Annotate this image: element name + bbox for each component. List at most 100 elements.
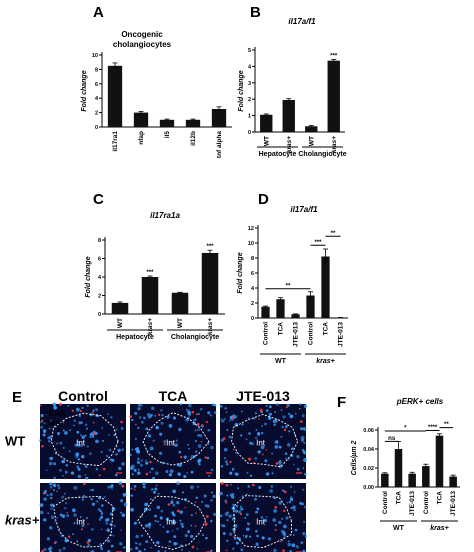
dapi-nucleus <box>87 543 90 547</box>
chart-d-y-tick-label: 0 <box>251 316 254 322</box>
dapi-nucleus <box>241 495 244 498</box>
micrograph-background <box>130 483 216 552</box>
dapi-nucleus <box>108 434 110 436</box>
dapi-nucleus <box>228 419 231 422</box>
dapi-nucleus <box>56 431 61 436</box>
perk-signal <box>225 483 229 487</box>
dapi-nucleus <box>134 411 138 415</box>
chart-c-y-tick-label: 0 <box>98 312 101 318</box>
dapi-nucleus <box>224 499 227 502</box>
dapi-nucleus <box>52 489 56 492</box>
dapi-nucleus <box>137 457 140 460</box>
dapi-nucleus <box>64 538 68 543</box>
dapi-nucleus <box>143 416 146 420</box>
dapi-nucleus <box>43 497 47 501</box>
dapi-nucleus <box>240 548 244 552</box>
perk-signal <box>161 518 163 520</box>
dapi-nucleus <box>61 495 65 499</box>
chart-d-significance: ** <box>331 231 336 237</box>
perk-signal <box>251 483 255 487</box>
chart-a-subtitle: cholangiocytes <box>113 40 172 49</box>
dapi-nucleus <box>140 459 144 462</box>
region-label: Int <box>256 438 266 447</box>
dapi-nucleus <box>172 513 176 517</box>
perk-signal <box>231 416 235 420</box>
dapi-nucleus <box>53 521 56 524</box>
dapi-nucleus <box>122 492 127 497</box>
chart-a-y-tick-label: 4 <box>95 96 99 102</box>
dapi-nucleus <box>226 494 229 497</box>
dapi-nucleus <box>288 500 292 504</box>
dapi-nucleus <box>303 472 307 476</box>
micrograph-1-2: Int <box>219 482 308 552</box>
dapi-nucleus <box>85 476 89 480</box>
dapi-nucleus <box>113 524 116 527</box>
dapi-nucleus <box>261 431 264 435</box>
dapi-nucleus <box>80 434 82 436</box>
dapi-nucleus <box>81 524 85 528</box>
chart-f-group-label: kras+ <box>430 525 449 532</box>
dapi-nucleus <box>130 494 133 497</box>
dapi-nucleus <box>179 403 182 406</box>
dapi-nucleus <box>116 445 118 448</box>
dapi-nucleus <box>157 520 159 523</box>
dapi-nucleus <box>145 427 149 431</box>
dapi-nucleus <box>180 522 184 526</box>
dapi-nucleus <box>76 465 80 469</box>
perk-signal <box>206 515 209 518</box>
dapi-nucleus <box>145 459 147 462</box>
dapi-nucleus <box>50 456 53 460</box>
dapi-nucleus <box>293 506 296 509</box>
dapi-nucleus <box>89 489 92 491</box>
dapi-nucleus <box>286 501 289 504</box>
dapi-nucleus <box>92 410 95 413</box>
dapi-nucleus <box>178 450 182 454</box>
dapi-nucleus <box>273 423 277 426</box>
dapi-nucleus <box>121 462 125 466</box>
dapi-nucleus <box>198 462 201 466</box>
dapi-nucleus <box>150 413 153 417</box>
dapi-nucleus <box>226 463 229 466</box>
chart-f-x-tick-label: JTE-013 <box>409 491 416 516</box>
dapi-nucleus <box>223 457 226 460</box>
dapi-nucleus <box>220 465 224 468</box>
dapi-nucleus <box>154 471 159 476</box>
dapi-nucleus <box>62 446 65 449</box>
dapi-nucleus <box>110 544 114 548</box>
chart-b-y-tick-label: 5 <box>248 48 251 54</box>
dapi-nucleus <box>115 453 118 456</box>
perk-signal <box>133 488 136 491</box>
dapi-nucleus <box>87 538 92 543</box>
dapi-nucleus <box>165 517 170 521</box>
dapi-nucleus <box>78 421 82 425</box>
dapi-nucleus <box>101 504 104 507</box>
dapi-nucleus <box>86 404 89 407</box>
chart-b-y-tick-label: 2 <box>248 97 251 103</box>
chart-d-y-tick-label: 12 <box>248 226 254 232</box>
dapi-nucleus <box>48 427 51 430</box>
dapi-nucleus <box>234 423 239 427</box>
dapi-nucleus <box>271 472 274 475</box>
perk-signal <box>280 540 282 543</box>
tissue-outline <box>233 495 293 549</box>
dapi-nucleus <box>72 508 76 513</box>
dapi-nucleus <box>245 493 248 496</box>
dapi-nucleus <box>73 424 75 427</box>
perk-signal <box>87 523 89 525</box>
region-label: Int <box>166 517 176 526</box>
dapi-nucleus <box>229 483 232 486</box>
dapi-nucleus <box>65 463 69 467</box>
dapi-nucleus <box>154 514 157 518</box>
dapi-nucleus <box>142 482 146 486</box>
dapi-nucleus <box>190 534 194 539</box>
dapi-nucleus <box>197 413 200 415</box>
perk-signal <box>39 404 42 407</box>
dapi-nucleus <box>205 537 208 540</box>
perk-signal <box>92 421 95 424</box>
micro-column-label: TCA <box>159 388 188 404</box>
dapi-nucleus <box>195 496 198 499</box>
dapi-nucleus <box>219 404 223 408</box>
dapi-nucleus <box>245 513 249 517</box>
dapi-nucleus <box>246 471 249 474</box>
dapi-nucleus <box>291 447 294 451</box>
